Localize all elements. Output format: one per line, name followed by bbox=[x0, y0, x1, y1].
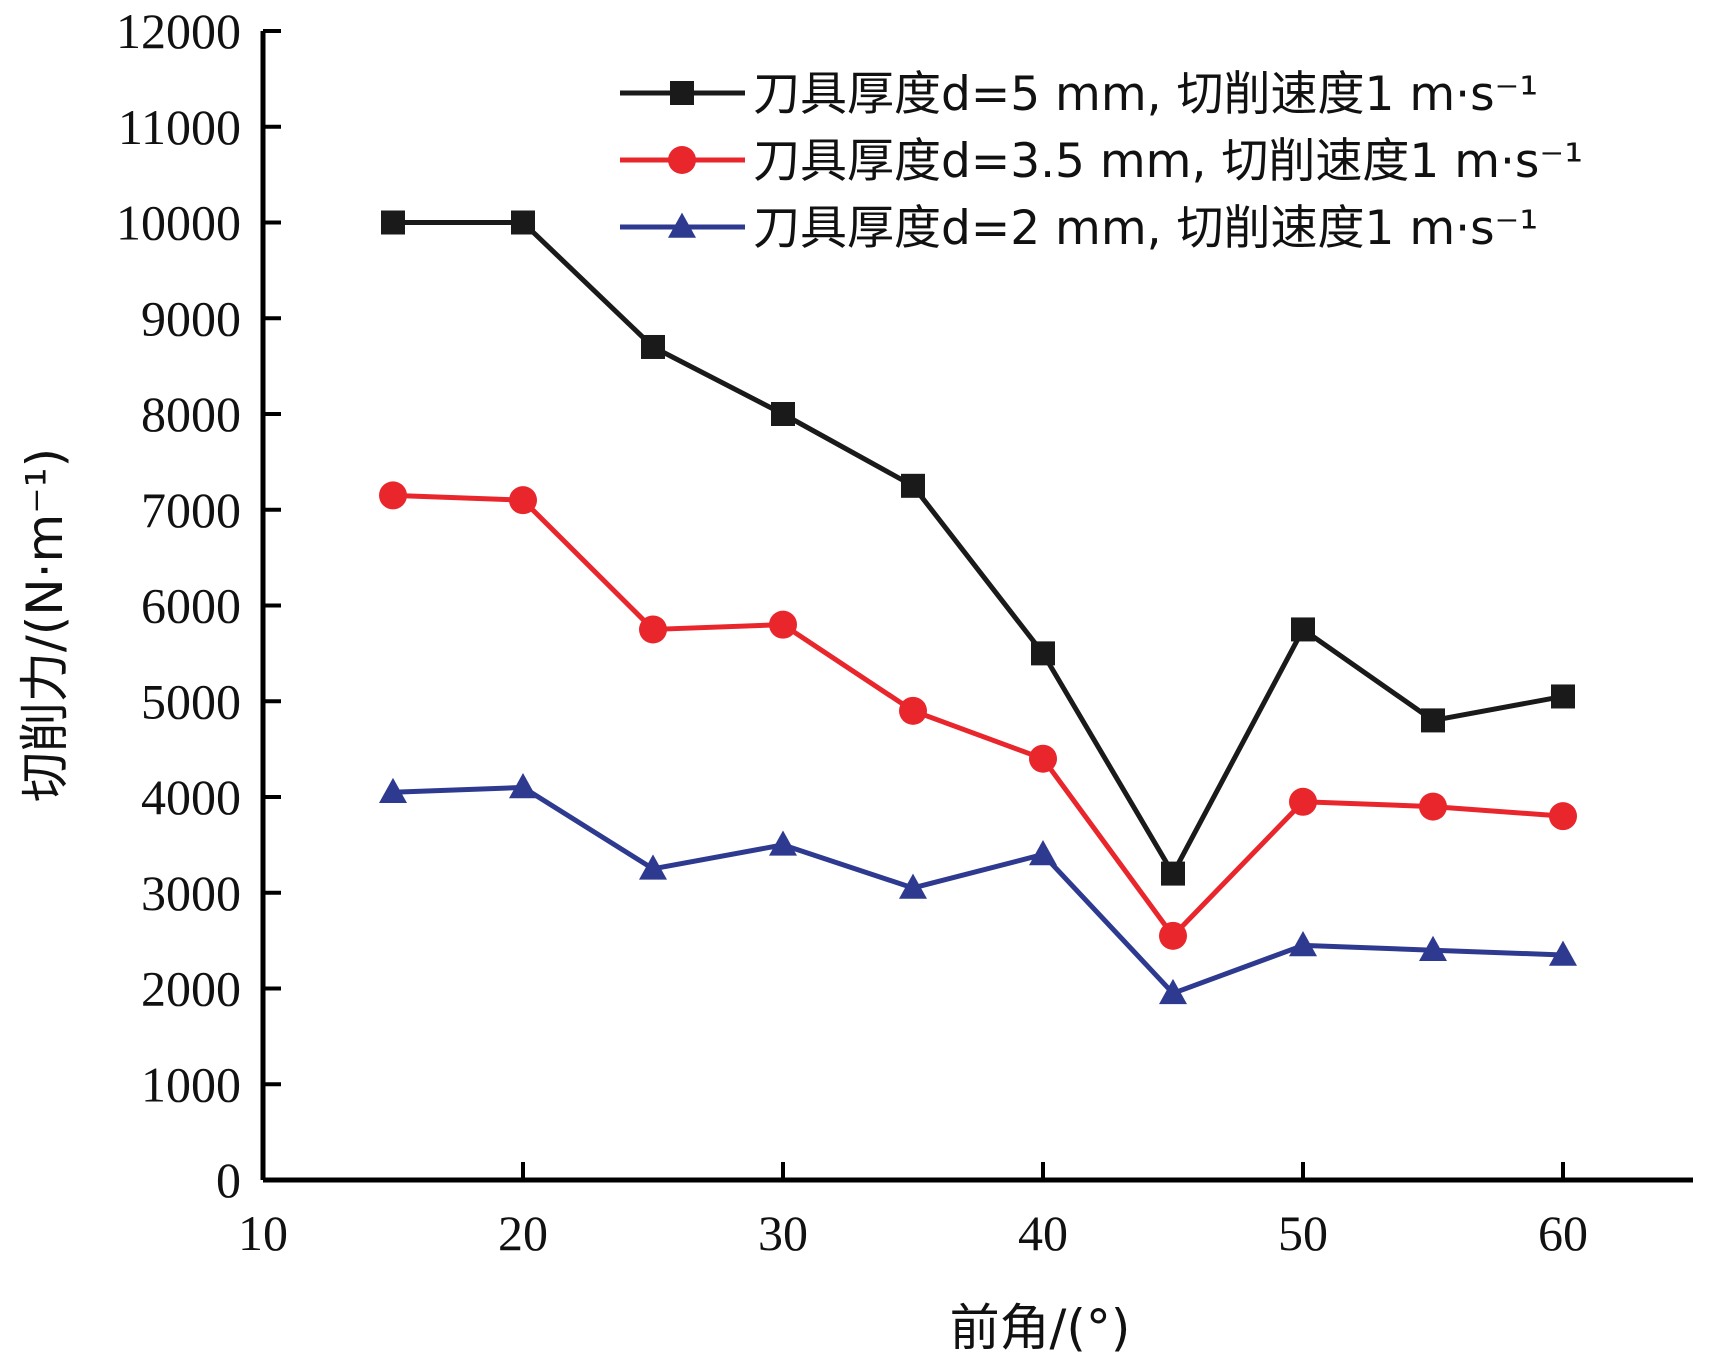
data-point bbox=[1029, 840, 1057, 866]
data-point bbox=[899, 696, 927, 725]
data-point bbox=[1419, 935, 1447, 961]
y-tick-label: 7000 bbox=[141, 482, 241, 538]
y-tick-label: 4000 bbox=[141, 769, 241, 825]
legend-marker bbox=[668, 212, 696, 238]
y-ticks: 0 1000 2000 3000 4000 5000 6000 7000 8000 9000 100… bbox=[116, 3, 281, 1208]
legend-item: 刀具厚度d=5 mm, 切削速度1 m·s⁻¹ bbox=[620, 67, 1538, 122]
y-tick-label: 9000 bbox=[141, 290, 241, 346]
x-tick-label: 40 bbox=[1018, 1205, 1068, 1261]
data-point bbox=[1419, 792, 1447, 821]
data-point bbox=[509, 486, 537, 515]
y-tick-label: 12000 bbox=[116, 3, 241, 59]
y-tick-label: 6000 bbox=[141, 578, 241, 634]
y-tick-label: 5000 bbox=[141, 673, 241, 729]
legend: 刀具厚度d=5 mm, 切削速度1 m·s⁻¹ 刀具厚度d=3.5 mm, 切削速… bbox=[620, 67, 1583, 256]
data-point bbox=[1551, 684, 1575, 709]
legend-item: 刀具厚度d=3.5 mm, 切削速度1 m·s⁻¹ bbox=[620, 134, 1583, 189]
data-point bbox=[1421, 708, 1445, 733]
x-tick-label: 10 bbox=[238, 1205, 288, 1261]
data-point bbox=[639, 854, 667, 880]
legend-label: 刀具厚度d=2 mm, 切削速度1 m·s⁻¹ bbox=[753, 201, 1538, 256]
y-tick-label: 0 bbox=[216, 1152, 241, 1208]
data-point bbox=[1029, 744, 1057, 773]
data-point bbox=[1549, 802, 1577, 831]
y-tick-label: 8000 bbox=[141, 386, 241, 442]
y-tick-label: 2000 bbox=[141, 961, 241, 1017]
data-point bbox=[769, 830, 797, 856]
legend-marker bbox=[670, 81, 694, 105]
series-2 bbox=[379, 481, 1577, 950]
y-tick-label: 3000 bbox=[141, 865, 241, 921]
data-point bbox=[1159, 921, 1187, 950]
series-layer bbox=[379, 210, 1577, 1005]
legend-label: 刀具厚度d=3.5 mm, 切削速度1 m·s⁻¹ bbox=[753, 134, 1583, 189]
y-axis-title: 切削力/(N·m⁻¹) bbox=[16, 448, 74, 802]
x-tick-label: 30 bbox=[758, 1205, 808, 1261]
data-point bbox=[1291, 617, 1315, 642]
series-1 bbox=[381, 210, 1575, 886]
data-point bbox=[769, 610, 797, 639]
data-point bbox=[1161, 861, 1185, 886]
y-tick-label: 11000 bbox=[118, 99, 241, 155]
data-point bbox=[901, 473, 925, 498]
data-point bbox=[509, 773, 537, 799]
x-tick-label: 60 bbox=[1538, 1205, 1588, 1261]
data-point bbox=[379, 481, 407, 510]
data-point bbox=[899, 873, 927, 899]
series-line bbox=[393, 220, 1564, 877]
legend-marker bbox=[668, 146, 696, 174]
y-tick-label: 1000 bbox=[141, 1056, 241, 1112]
data-point bbox=[381, 210, 405, 235]
x-axis-title: 前角/(°) bbox=[950, 1299, 1131, 1357]
data-point bbox=[1289, 787, 1317, 816]
x-tick-label: 50 bbox=[1278, 1205, 1328, 1261]
data-point bbox=[1031, 641, 1055, 666]
x-ticks: 10 20 30 40 50 60 bbox=[238, 1162, 1588, 1261]
data-point bbox=[379, 777, 407, 804]
data-point bbox=[1549, 940, 1577, 966]
x-tick-label: 20 bbox=[498, 1205, 548, 1261]
legend-item: 刀具厚度d=2 mm, 切削速度1 m·s⁻¹ bbox=[620, 201, 1538, 256]
data-point bbox=[1159, 978, 1187, 1005]
series-line bbox=[392, 492, 1564, 939]
data-point bbox=[511, 210, 535, 235]
series-line bbox=[392, 784, 1564, 996]
data-point bbox=[641, 334, 665, 359]
data-point bbox=[639, 615, 667, 644]
data-point bbox=[771, 402, 795, 426]
legend-label: 刀具厚度d=5 mm, 切削速度1 m·s⁻¹ bbox=[753, 67, 1538, 122]
series-3 bbox=[379, 773, 1577, 1005]
data-point bbox=[1289, 931, 1317, 957]
y-tick-label: 10000 bbox=[116, 195, 241, 251]
